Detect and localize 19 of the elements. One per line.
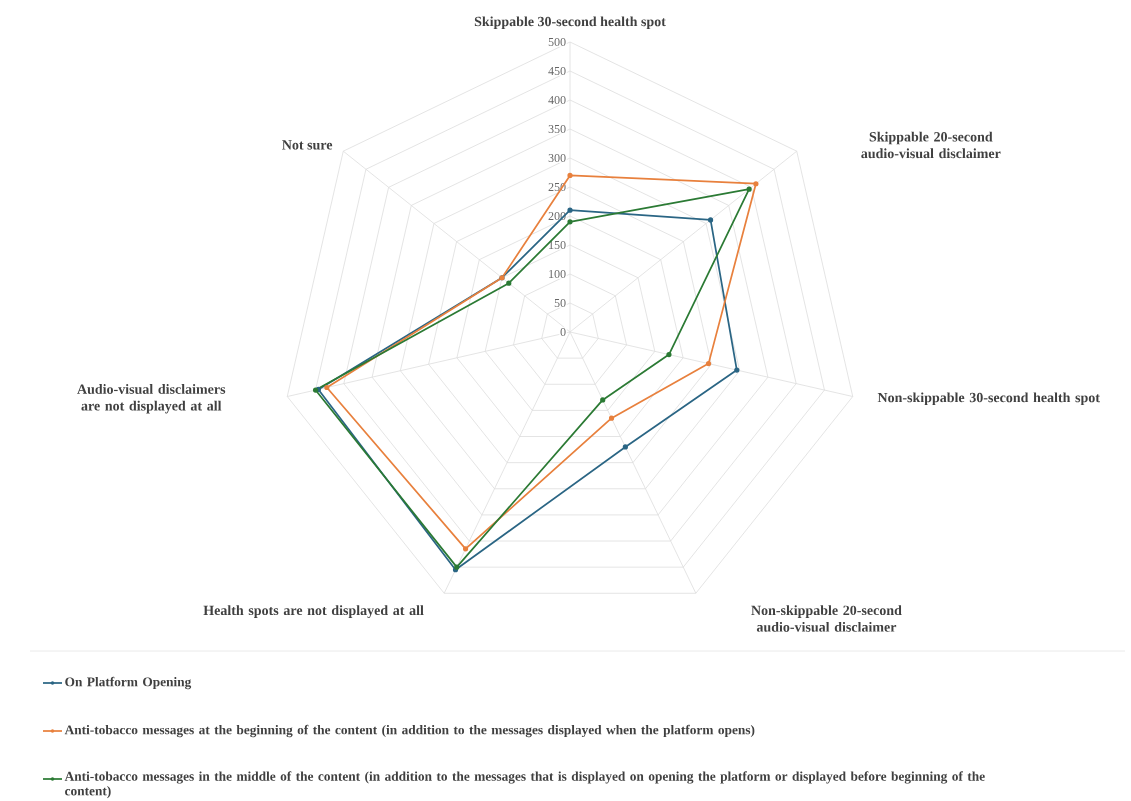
spoke-label: Audio-visual disclaimers are not displayed at all: [77, 384, 226, 414]
spoke-label: Skippable 20-second audio-visual disclaimer: [861, 131, 1001, 159]
y-tick-label: 350: [548, 124, 566, 134]
y-tick-label: 50: [554, 298, 566, 308]
y-tick-label: 0: [560, 327, 566, 337]
y-tick-label: 400: [548, 95, 566, 105]
spoke-label: Health spots are not displayed at all: [203, 605, 424, 618]
spoke-label: Non-skippable 30-second health spot: [877, 392, 1100, 406]
legend-label: On Platform Opening: [65, 676, 192, 690]
spoke-label: Non-skippable 20-second audio-visual disclaimer: [751, 605, 902, 632]
legend-label: Anti-tobacco messages at the beginning of the content (in addition to the messages displayed when the platform opens): [64, 724, 755, 738]
y-tick-label: 500: [548, 37, 566, 47]
y-tick-label: 450: [548, 66, 566, 76]
y-tick-label: 100: [549, 269, 566, 279]
legend-label: Anti-tobacco messages in the middle of the content (in addition to the messages that is displayed on opening the platform or displayed before beginning of the content): [64, 771, 985, 799]
spoke-label: Not sure: [282, 140, 333, 150]
spoke-label: Skippable 30-second health spot: [474, 16, 666, 30]
y-tick-label: 150: [549, 240, 566, 250]
y-tick-label: 300: [548, 153, 566, 163]
